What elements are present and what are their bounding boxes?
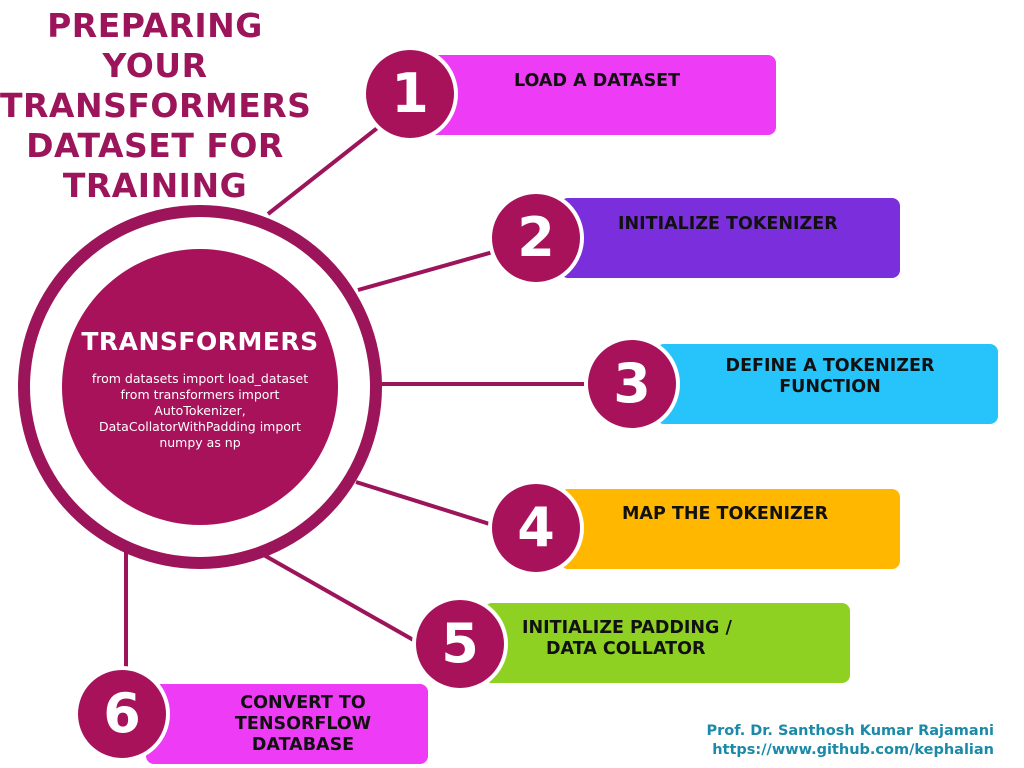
code-line: DataCollatorWithPadding import <box>99 419 301 434</box>
code-line: from datasets import load_dataset <box>91 371 309 386</box>
step-3-box: DEFINE A TOKENIZER FUNCTION <box>656 344 998 424</box>
step-3-badge: 3 <box>584 336 680 432</box>
hub-circle: TRANSFORMERS from datasets import load_d… <box>62 249 338 525</box>
author-url[interactable]: https://www.github.com/kephalian <box>712 742 994 758</box>
connector-5 <box>261 552 425 648</box>
title-line: PREPARING <box>47 6 263 45</box>
connector-1 <box>266 116 392 216</box>
step-6-label-line: CONVERT TO <box>240 692 366 713</box>
title-line: TRANSFORMERS <box>0 86 312 125</box>
step-2-label: INITIALIZE TOKENIZER <box>618 213 838 234</box>
step-6-box: CONVERT TO TENSORFLOW DATABASE <box>146 684 428 764</box>
step-2-box: INITIALIZE TOKENIZER <box>560 198 900 278</box>
code-line: AutoTokenizer, <box>154 403 246 418</box>
connector-4 <box>355 480 497 528</box>
title-line: TRAINING <box>62 166 248 205</box>
step-6-label-line: DATABASE <box>251 734 355 755</box>
step-3-label-line: DEFINE A TOKENIZER <box>725 356 935 376</box>
step-4-badge: 4 <box>488 480 584 576</box>
step-1-box: LOAD A DATASET <box>428 55 776 135</box>
code-line: from transformers import <box>120 387 280 402</box>
step-6-label-line: TENSORFLOW <box>234 713 372 734</box>
step-6-badge: 6 <box>74 666 170 762</box>
step-5-label-line: INITIALIZE PADDING / <box>522 618 732 638</box>
hub-code: from datasets import load_dataset from t… <box>84 371 316 451</box>
step-3-label-line: FUNCTION <box>779 377 881 397</box>
connector-2 <box>357 248 501 292</box>
step-1-badge: 1 <box>362 46 458 142</box>
step-5-label-line: DATA COLLATOR <box>546 639 706 659</box>
step-2-badge: 2 <box>488 190 584 286</box>
title-line: DATASET FOR <box>26 126 284 165</box>
code-line: numpy as np <box>159 435 241 450</box>
step-5-box: INITIALIZE PADDING / DATA COLLATOR <box>484 603 850 683</box>
author-name: Prof. Dr. Santhosh Kumar Rajamani <box>706 723 994 739</box>
step-1-label: LOAD A DATASET <box>514 70 681 91</box>
title-line: YOUR <box>102 46 208 85</box>
step-4-label: MAP THE TOKENIZER <box>622 503 829 524</box>
step-5-badge: 5 <box>412 596 508 692</box>
step-4-box: MAP THE TOKENIZER <box>560 489 900 569</box>
author-credit: Prof. Dr. Santhosh Kumar Rajamani https:… <box>706 722 994 760</box>
page-title: PREPARING YOUR TRANSFORMERS DATASET FOR … <box>0 6 312 206</box>
hub-title: TRANSFORMERS <box>81 327 319 356</box>
